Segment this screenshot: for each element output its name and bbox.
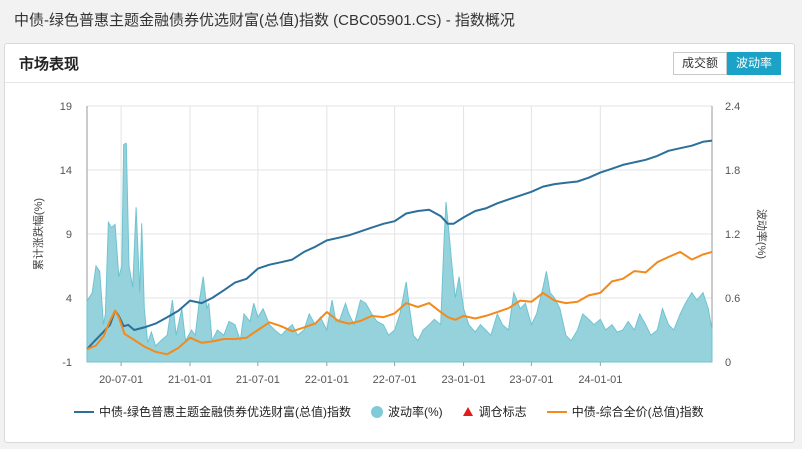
y-right-tick-label: 1.2 bbox=[725, 229, 740, 241]
y-left-tick-label: 14 bbox=[60, 165, 72, 177]
y-right-axis-title: 波动率(%) bbox=[755, 209, 769, 259]
panel-title: 市场表现 bbox=[19, 56, 80, 73]
legend-line-swatch bbox=[74, 410, 94, 413]
wealth-index-line bbox=[86, 139, 713, 350]
y-left-tick-label: 19 bbox=[60, 101, 72, 113]
panel-header: 市场表现 成交额 波动率 bbox=[5, 44, 794, 83]
x-tick-label: 24-01-01 bbox=[578, 374, 622, 386]
x-tick-label: 23-07-01 bbox=[509, 374, 553, 386]
composite-index-line bbox=[86, 250, 713, 356]
chart-legend: 中债-绿色普惠主题金融债券优选财富(总值)指数 波动率(%) 调仓标志 中债-综… bbox=[74, 403, 724, 420]
x-tick-label: 21-01-01 bbox=[168, 374, 212, 386]
x-tick-label: 20-07-01 bbox=[99, 374, 143, 386]
x-tick-label: 22-07-01 bbox=[373, 374, 417, 386]
x-tick-label: 22-01-01 bbox=[305, 374, 349, 386]
legend-item-volatility[interactable]: 波动率(%) bbox=[371, 403, 443, 420]
y-right-tick-label: 0 bbox=[725, 357, 731, 369]
x-tick-label: 23-01-01 bbox=[442, 374, 486, 386]
legend-label: 调仓标志 bbox=[478, 405, 527, 419]
legend-label: 中债-综合全价(总值)指数 bbox=[571, 405, 704, 419]
legend-line-swatch bbox=[546, 410, 567, 413]
metric-tabs: 成交额 波动率 bbox=[672, 52, 781, 75]
legend-item-composite-index[interactable]: 中债-综合全价(总值)指数 bbox=[546, 403, 704, 420]
y-left-tick-label: -1 bbox=[62, 357, 72, 369]
y-right-tick-label: 2.4 bbox=[725, 101, 740, 113]
triangle-icon bbox=[462, 407, 473, 416]
legend-dot-swatch bbox=[371, 405, 383, 418]
tab-turnover[interactable]: 成交额 bbox=[672, 52, 727, 75]
y-left-tick-label: 9 bbox=[66, 229, 72, 241]
tab-volatility[interactable]: 波动率 bbox=[726, 52, 781, 75]
y-right-tick-label: 1.8 bbox=[725, 165, 740, 177]
legend-item-wealth-index[interactable]: 中债-绿色普惠主题金融债券优选财富(总值)指数 bbox=[74, 403, 351, 420]
volatility-area bbox=[86, 142, 713, 363]
y-right-tick-label: 0.6 bbox=[725, 293, 740, 305]
y-left-tick-label: 4 bbox=[66, 293, 72, 305]
legend-item-rebalance[interactable]: 调仓标志 bbox=[462, 403, 527, 420]
page-title: 中债-绿色普惠主题金融债券优选财富(总值)指数 (CBC05901.CS) - … bbox=[14, 12, 515, 29]
x-tick-label: 21-07-01 bbox=[236, 374, 280, 386]
legend-label: 波动率(%) bbox=[388, 405, 443, 419]
y-left-axis-title: 累计涨跌幅(%) bbox=[31, 198, 45, 270]
legend-label: 中债-绿色普惠主题金融债券优选财富(总值)指数 bbox=[99, 405, 351, 419]
